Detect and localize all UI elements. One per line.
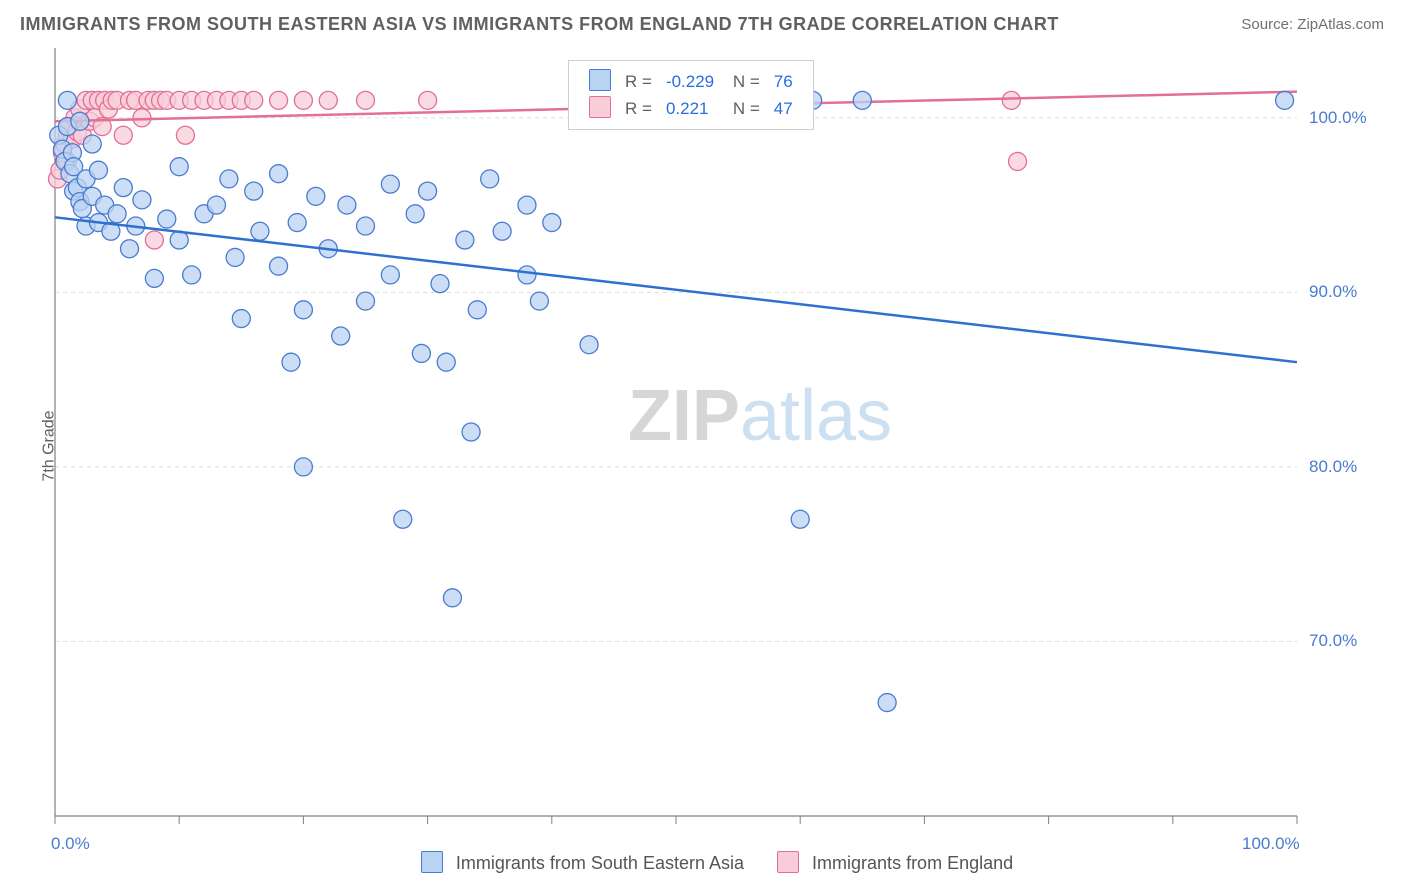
y-tick-label: 90.0% [1309, 282, 1357, 302]
stats-swatch-series-0 [589, 69, 611, 91]
data-point [412, 344, 430, 362]
x-tick-label: 100.0% [1242, 834, 1300, 854]
legend-swatch-series-0 [421, 851, 443, 873]
data-point [406, 205, 424, 223]
data-point [220, 170, 238, 188]
data-point [114, 126, 132, 144]
stats-r-value-series-0: -0.229 [660, 69, 720, 94]
data-point [332, 327, 350, 345]
legend-bottom: Immigrants from South Eastern Asia Immig… [0, 851, 1406, 874]
data-point [853, 91, 871, 109]
data-point [114, 179, 132, 197]
source-attribution: Source: ZipAtlas.com [1241, 16, 1384, 33]
data-point [176, 126, 194, 144]
y-tick-label: 100.0% [1309, 108, 1367, 128]
data-point [226, 248, 244, 266]
data-point [170, 158, 188, 176]
stats-r-label: R = [619, 96, 658, 121]
data-point [121, 240, 139, 258]
data-point [493, 222, 511, 240]
data-point [580, 336, 598, 354]
source-name: ZipAtlas.com [1297, 16, 1384, 33]
data-point [791, 510, 809, 528]
data-point [145, 269, 163, 287]
data-point [468, 301, 486, 319]
stats-n-label: N = [722, 96, 766, 121]
data-point [133, 191, 151, 209]
data-point [270, 91, 288, 109]
legend-swatch-series-1 [777, 851, 799, 873]
data-point [543, 214, 561, 232]
data-point [288, 214, 306, 232]
data-point [530, 292, 548, 310]
data-point [307, 187, 325, 205]
data-point [245, 91, 263, 109]
data-point [1276, 91, 1294, 109]
stats-row-series-0: R = -0.229 N = 76 [583, 69, 799, 94]
data-point [89, 161, 107, 179]
x-tick-label: 0.0% [51, 834, 90, 854]
legend-label-series-1: Immigrants from England [812, 853, 1013, 873]
data-point [183, 266, 201, 284]
data-point [357, 217, 375, 235]
data-point [338, 196, 356, 214]
data-point [394, 510, 412, 528]
data-point [443, 589, 461, 607]
data-point [381, 266, 399, 284]
plot-area: ZIPatlas [55, 48, 1297, 816]
stats-n-value-series-0: 76 [768, 69, 799, 94]
data-point [251, 222, 269, 240]
data-point [456, 231, 474, 249]
stats-legend-box: R = -0.229 N = 76 R = 0.221 N = 47 [568, 60, 814, 130]
data-point [294, 301, 312, 319]
data-point [245, 182, 263, 200]
data-point [462, 423, 480, 441]
stats-swatch-series-1 [589, 96, 611, 118]
stats-row-series-1: R = 0.221 N = 47 [583, 96, 799, 121]
watermark: ZIPatlas [628, 376, 892, 456]
data-point [357, 292, 375, 310]
data-point [71, 112, 89, 130]
trend-line [55, 217, 1297, 362]
stats-n-value-series-1: 47 [768, 96, 799, 121]
data-point [481, 170, 499, 188]
data-point [158, 210, 176, 228]
data-point [294, 458, 312, 476]
data-point [108, 205, 126, 223]
data-point [381, 175, 399, 193]
data-point [518, 196, 536, 214]
data-point [294, 91, 312, 109]
y-tick-label: 70.0% [1309, 631, 1357, 651]
data-point [232, 310, 250, 328]
stats-r-label: R = [619, 69, 658, 94]
data-point [419, 91, 437, 109]
data-point [357, 91, 375, 109]
stats-r-value-series-1: 0.221 [660, 96, 720, 121]
data-point [270, 165, 288, 183]
data-point [431, 275, 449, 293]
source-label: Source: [1241, 16, 1297, 33]
data-point [58, 91, 76, 109]
data-point [878, 694, 896, 712]
y-tick-label: 80.0% [1309, 457, 1357, 477]
chart-title: IMMIGRANTS FROM SOUTH EASTERN ASIA VS IM… [20, 14, 1059, 35]
legend-label-series-0: Immigrants from South Eastern Asia [456, 853, 744, 873]
data-point [133, 109, 151, 127]
data-point [419, 182, 437, 200]
data-point [207, 196, 225, 214]
data-point [282, 353, 300, 371]
data-point [1009, 152, 1027, 170]
data-point [270, 257, 288, 275]
data-point [1002, 91, 1020, 109]
data-point [83, 135, 101, 153]
data-point [518, 266, 536, 284]
data-point [319, 91, 337, 109]
stats-n-label: N = [722, 69, 766, 94]
data-point [437, 353, 455, 371]
data-point [145, 231, 163, 249]
